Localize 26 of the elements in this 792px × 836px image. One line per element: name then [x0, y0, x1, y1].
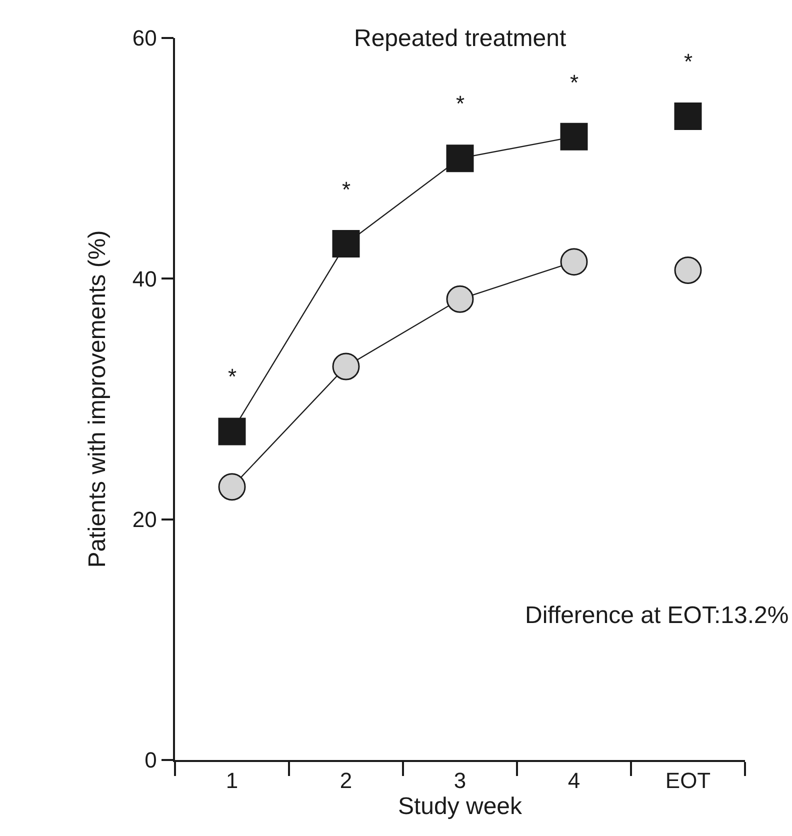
annotation: * [228, 364, 237, 389]
annotation: Difference at EOT:13.2% [525, 602, 789, 629]
x-axis-title: Study week [398, 793, 524, 820]
point [218, 418, 246, 446]
x-tick-label: EOT [665, 768, 711, 794]
point [446, 144, 474, 172]
point [560, 248, 588, 276]
y-tick-label: 60 [132, 26, 157, 51]
x-tick-label: 3 [454, 768, 466, 794]
point [560, 122, 588, 150]
point [446, 285, 474, 313]
chart-title: Repeated treatment [354, 25, 566, 52]
annotation: * [570, 70, 579, 95]
annotation: * [342, 177, 351, 202]
y-axis-title: Patients with improvements (%) [84, 230, 111, 568]
x-tick-label: 4 [568, 768, 580, 794]
point [332, 352, 360, 380]
x-tick-label: 1 [226, 768, 238, 794]
x-tick-label: 2 [340, 768, 352, 794]
y-tick-label: 0 [144, 748, 157, 773]
y-tick-label: 40 [132, 266, 157, 292]
y-tick-label: 20 [132, 507, 157, 532]
point [332, 230, 360, 258]
annotation: * [456, 91, 465, 116]
point [218, 473, 246, 501]
annotation: * [684, 49, 693, 74]
